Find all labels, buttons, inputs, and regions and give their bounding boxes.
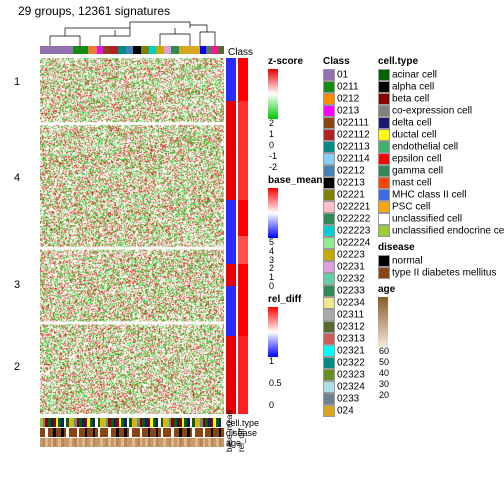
dendrogram [40,18,224,46]
heatmap [40,58,224,414]
bottom-annotations [40,418,224,448]
row-cluster-labels: 1432 [8,58,36,414]
page-title: 29 groups, 12361 signatures [18,4,170,18]
basemean-sidebar [238,58,248,414]
zscore-sidebar [226,58,236,414]
column-class-bar [40,46,224,54]
class-label: Class [228,47,253,58]
legend-area: z-score210-1-2 base_mean543210 rel_diff1… [268,56,498,417]
